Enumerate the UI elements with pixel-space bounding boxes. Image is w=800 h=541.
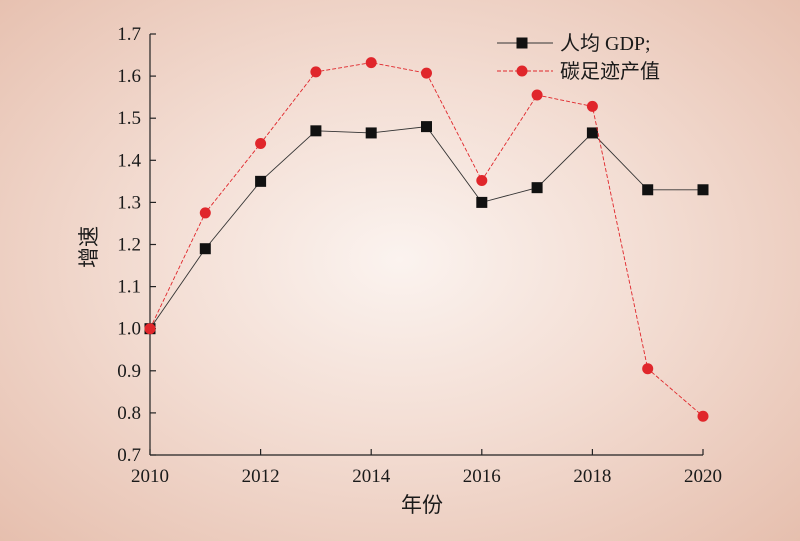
data-point: [642, 363, 654, 375]
y-tick-label: 0.8: [117, 403, 141, 424]
x-tick-label: 2010: [131, 466, 169, 487]
y-tick-label: 1.3: [117, 192, 141, 213]
x-axis-label: 年份: [401, 493, 443, 517]
y-tick-label: 0.7: [117, 445, 141, 466]
y-tick-label: 1.5: [117, 108, 141, 129]
y-tick-label: 1.4: [117, 150, 141, 171]
data-point: [255, 175, 267, 187]
data-point: [255, 137, 267, 149]
legend-marker: [516, 37, 528, 49]
series-1: [144, 121, 709, 335]
data-point: [586, 100, 598, 112]
y-tick-label: 1.1: [117, 277, 141, 298]
data-point: [199, 207, 211, 219]
y-tick-label: 1.7: [117, 24, 141, 45]
data-point: [199, 243, 211, 255]
y-tick-label: 1.0: [117, 319, 141, 340]
y-tick-label: 0.9: [117, 361, 141, 382]
data-point: [642, 184, 654, 196]
legend-marker: [516, 65, 528, 77]
data-point: [476, 196, 488, 208]
y-tick-label: 1.6: [117, 66, 141, 87]
axes: 0.7 0.8 0.9 1.0 1.1 1.2 1.3 1.4 1.5 1.6 1.7 2010 201…: [117, 24, 722, 487]
data-point: [421, 67, 432, 79]
x-tick-label: 2020: [684, 466, 722, 487]
legend: 人均 GDP; 碳足迹产值: [497, 32, 660, 83]
x-tick-label: 2016: [463, 466, 501, 487]
data-point: [476, 175, 488, 187]
data-point: [697, 184, 709, 196]
legend-label: 碳足迹产值: [560, 60, 660, 83]
series-line: [149, 126, 703, 329]
data-point: [421, 121, 432, 133]
x-tick-label: 2012: [242, 466, 280, 487]
data-point: [531, 182, 543, 194]
series-2: [144, 57, 709, 422]
x-tick-label: 2018: [573, 466, 611, 487]
data-point: [586, 127, 598, 139]
data-point: [531, 89, 543, 101]
x-tick-label: 2014: [352, 466, 391, 487]
y-axis-label: 增速: [77, 226, 101, 268]
data-point: [144, 323, 156, 335]
y-tick-label: 1.2: [117, 235, 141, 256]
series-line: [149, 62, 704, 417]
data-point: [310, 66, 322, 78]
data-point: [697, 410, 709, 422]
data-point: [365, 127, 377, 139]
data-point: [365, 57, 377, 69]
data-point: [310, 125, 322, 137]
series-layer: [144, 57, 709, 422]
legend-label: 人均 GDP;: [560, 32, 651, 55]
